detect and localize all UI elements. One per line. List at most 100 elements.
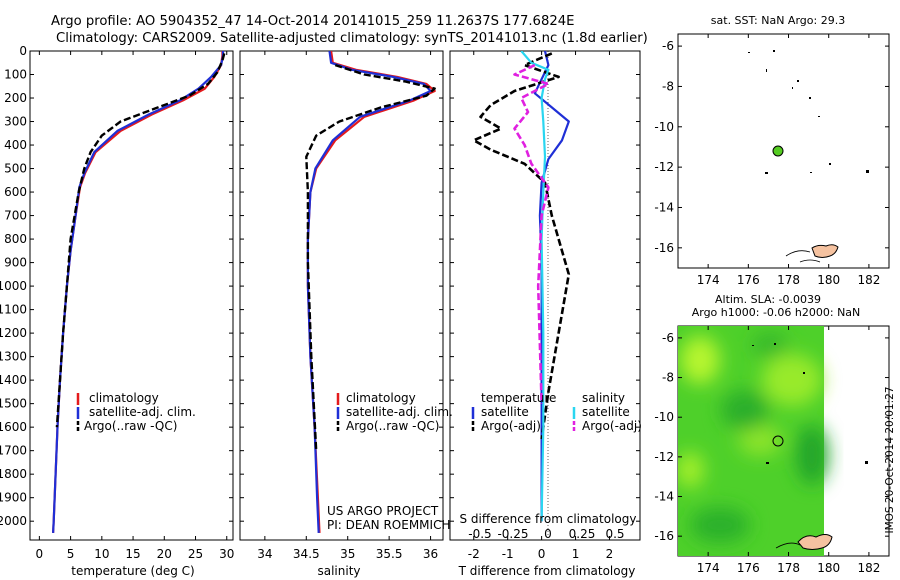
s-scale-tick: 0.5: [605, 527, 624, 541]
y-tick-label: 400: [4, 138, 27, 152]
sla-map-float-marker: [772, 435, 784, 447]
island-mark: [774, 343, 776, 345]
island-mark: [829, 163, 831, 165]
x-tick-label: 10: [94, 547, 109, 561]
map-y-tick-label: -6: [662, 39, 674, 53]
island-mark: [773, 50, 775, 52]
map-x-tick-label: 178: [777, 273, 800, 287]
y-tick-label: 1800: [0, 467, 27, 481]
map-x-tick-label: 178: [777, 561, 800, 575]
x-tick-label: 0: [36, 547, 44, 561]
legend-label-climatology: climatology: [346, 391, 416, 405]
island-mark: [752, 345, 754, 346]
map-y-tick-label: -14: [654, 490, 674, 504]
x-tick-label: 2: [606, 547, 614, 561]
map-x-tick-label: 180: [817, 561, 840, 575]
difference-axes: -2 -1 0 1 2: [450, 50, 640, 561]
salinity-axes: 34 34.5 35 35.5 36: [240, 50, 443, 561]
island-mark: [810, 172, 812, 173]
sla-blob-low: [690, 507, 750, 543]
y-tick-label: 900: [4, 256, 27, 270]
x-tick-label: -2: [468, 547, 480, 561]
island-mark: [766, 462, 769, 464]
legend-label-climatology: climatology: [89, 391, 159, 405]
salinity-xlabel: salinity: [317, 564, 360, 578]
series-line-climatology: [306, 51, 436, 533]
y-tick-label: 1200: [0, 326, 27, 340]
sla-blob-high: [678, 452, 704, 488]
sla-blob-low: [752, 333, 788, 357]
island-mark: [792, 87, 793, 89]
project-label: US ARGO PROJECT: [327, 504, 439, 518]
salinity-curves: [305, 51, 436, 533]
s-scale-tick: -0.5: [468, 527, 491, 541]
pi-label: PI: DEAN ROEMMICH: [327, 518, 450, 532]
series-line-t-satellite: [533, 51, 570, 522]
salinity-plot-frame: [239, 50, 444, 541]
map-x-tick-label: 182: [857, 561, 880, 575]
x-tick-label: 35.5: [376, 547, 403, 561]
s-scale-tick: -0.25: [497, 527, 528, 541]
island-mark: [765, 172, 768, 174]
temperature-xlabel: temperature (deg C): [71, 564, 194, 578]
island-mark: [766, 69, 767, 72]
map-y-tick-label: -8: [662, 79, 674, 93]
x-tick-label: 0: [538, 547, 546, 561]
y-tick-label: 600: [4, 185, 27, 199]
series-line-argo-raw-qc: [305, 63, 436, 451]
y-tick-label: 2000: [0, 514, 27, 528]
y-tick-label: 300: [4, 115, 27, 129]
sla-blob-high: [762, 354, 822, 406]
sst-map-title: sat. SST: NaN Argo: 29.3: [711, 14, 845, 27]
x-tick-label: 25: [188, 547, 203, 561]
sla-blob-high: [738, 424, 782, 456]
sla-blob-low: [721, 390, 769, 430]
map-y-tick-label: -10: [654, 120, 674, 134]
x-tick-label: 34.5: [293, 547, 320, 561]
difference-plot-frame: [449, 50, 641, 541]
sla-heatmap: [678, 326, 828, 556]
island-mark: [865, 461, 868, 464]
x-tick-label: 5: [67, 547, 75, 561]
sla-map-axes: 174 176 178 180 182 -6 -8 -10 -12 -14 -16: [654, 326, 889, 575]
sla-blob-high: [680, 336, 720, 384]
island-mark: [818, 116, 820, 117]
x-tick-label: -1: [502, 547, 514, 561]
y-tick-label: 1000: [0, 279, 27, 293]
temperature-axes: 0100200300400500600700800900100011001200…: [0, 44, 234, 561]
x-tick-label: 1: [572, 547, 580, 561]
legend-label-t-argo: Argo(-adj): [481, 419, 541, 433]
y-tick-label: 1300: [0, 350, 27, 364]
map-y-tick-label: -6: [662, 331, 674, 345]
y-tick-label: 200: [4, 91, 27, 105]
sst-map-land: [811, 244, 839, 258]
map-x-tick-label: 176: [737, 273, 760, 287]
difference-legend: temperature satellite Argo(-adj) salinit…: [471, 391, 642, 433]
difference-xlabel: T difference from climatology: [458, 564, 636, 578]
y-tick-label: 1900: [0, 491, 27, 505]
y-tick-label: 1100: [0, 303, 27, 317]
sla-map-coast: [775, 542, 801, 549]
legend-label-s-satellite: satellite: [582, 405, 630, 419]
series-line-t-argo-adj: [472, 52, 571, 440]
legend-label-t-satellite: satellite: [481, 405, 529, 419]
legend-heading-salinity: salinity: [582, 391, 625, 405]
legend-heading-temperature: temperature: [481, 391, 556, 405]
series-line-s-satellite: [520, 51, 550, 522]
temperature-legend: climatology satellite-adj. clim. Argo(..…: [76, 391, 196, 433]
series-line-argo-raw-qc: [55, 53, 226, 428]
map-x-tick-label: 176: [737, 561, 760, 575]
figure-title-line1: Argo profile: AO 5904352_47 14-Oct-2014 …: [51, 14, 574, 29]
map-y-tick-label: -10: [654, 410, 674, 424]
x-tick-label: 20: [157, 547, 172, 561]
map-x-tick-label: 182: [857, 273, 880, 287]
y-tick-label: 1400: [0, 373, 27, 387]
series-line-satellite-adj-clim: [306, 51, 432, 533]
legend-label-satellite: satellite-adj. clim.: [346, 405, 453, 419]
island-mark: [809, 97, 811, 99]
map-x-tick-label: 174: [697, 561, 720, 575]
x-tick-label: 34: [257, 547, 272, 561]
y-tick-label: 800: [4, 232, 27, 246]
island-mark: [866, 170, 869, 173]
